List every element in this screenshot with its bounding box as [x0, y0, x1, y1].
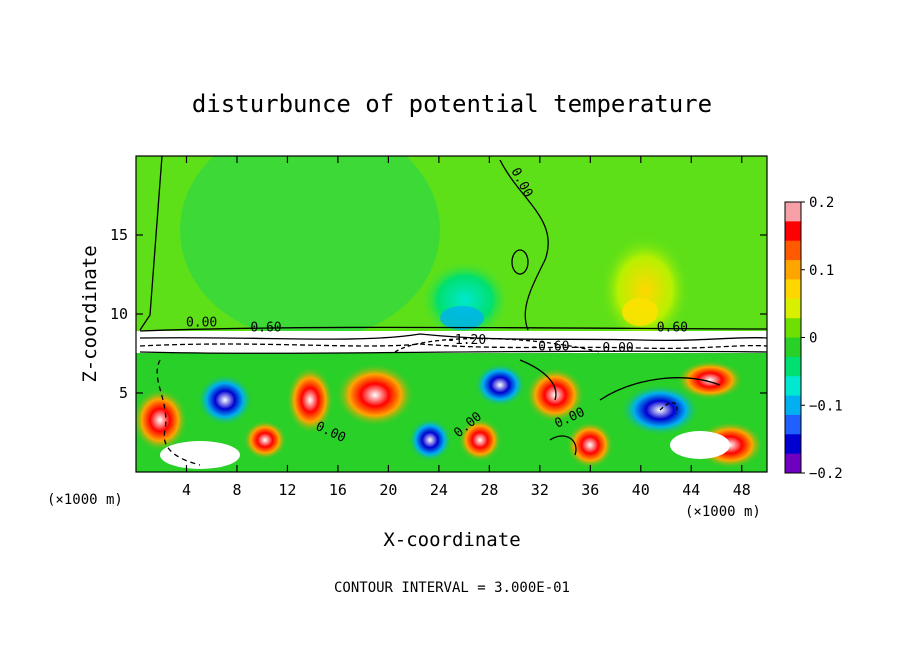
x-tick-label: 44: [682, 481, 700, 499]
contour-label: 0.60: [657, 320, 688, 335]
x-unit-right: (×1000 m): [685, 504, 761, 520]
colorbar-tick-label: 0.1: [809, 263, 834, 279]
contour-label: -0.60: [530, 339, 569, 354]
chart-title: disturbunce of potential temperature: [192, 90, 712, 118]
colorbar: 0.2 0.1 0 −0.1 −0.2: [784, 195, 843, 482]
blob: [525, 367, 585, 423]
inversion-layer: [136, 331, 767, 353]
colorbar-swatch: [785, 240, 801, 261]
y-axis: 5 10 15: [110, 226, 767, 402]
plot-area: [136, 156, 767, 472]
colorbar-swatch: [785, 337, 801, 358]
blob: [243, 420, 287, 460]
blob: [670, 431, 730, 459]
x-tick-label: 40: [632, 481, 650, 499]
warm-anomaly-core: [622, 298, 658, 326]
x-unit-left: (×1000 m): [47, 492, 123, 508]
x-tick-label: 12: [278, 481, 296, 499]
colorbar-swatch: [785, 434, 801, 455]
contour-lines: [139, 156, 767, 466]
colorbar-tick-label: −0.2: [809, 466, 843, 482]
colorbar-swatch: [785, 395, 801, 416]
colorbar-swatch: [785, 221, 801, 242]
colorbar-swatch: [785, 376, 801, 397]
contour-interval: CONTOUR INTERVAL = 3.000E-01: [334, 580, 570, 596]
cyan-anomaly-core: [440, 306, 484, 330]
colorbar-tick-label: 0: [809, 331, 817, 347]
contour-label: 0.60: [250, 320, 281, 335]
contour-label: 0.00: [186, 316, 217, 331]
contour-label: 0.00: [602, 341, 633, 356]
x-tick-label: 24: [430, 481, 448, 499]
colorbar-swatch: [785, 260, 801, 280]
y-tick-label: 15: [110, 226, 128, 244]
x-axis-label: X-coordinate: [383, 529, 520, 551]
x-tick-label: 20: [379, 481, 397, 499]
blob: [136, 388, 188, 452]
blob: [408, 418, 452, 462]
x-tick-label: 36: [581, 481, 599, 499]
x-axis: 4 8 12 16 20 24 28 32 36 40 44 48: [182, 156, 751, 499]
colorbar-swatch: [785, 414, 801, 435]
blob: [335, 363, 415, 427]
blob: [286, 366, 334, 434]
x-tick-label: 32: [531, 481, 549, 499]
blob: [474, 363, 526, 407]
colorbar-swatch: [785, 453, 801, 474]
colorbar-swatch: [785, 356, 801, 377]
blob: [566, 421, 614, 469]
colorbar-swatch: [785, 318, 801, 338]
colorbar-tick-label: 0.2: [809, 195, 834, 211]
x-tick-label: 8: [232, 481, 241, 499]
cool-plume: [180, 156, 440, 340]
y-axis-label: Z-coordinate: [79, 245, 101, 382]
colorbar-swatch: [785, 298, 801, 319]
x-tick-label: 48: [733, 481, 751, 499]
colorbar-swatch: [785, 202, 801, 222]
warm-anomaly: [600, 235, 690, 345]
blob: [458, 418, 502, 462]
blob: [160, 441, 240, 469]
contour-label: -1.20: [447, 333, 486, 348]
colorbar-tick-label: −0.1: [809, 398, 843, 414]
blob: [676, 360, 744, 400]
x-tick-label: 28: [480, 481, 498, 499]
blob: [197, 374, 253, 426]
y-tick-label: 5: [119, 384, 128, 402]
x-tick-label: 4: [182, 481, 191, 499]
y-tick-label: 10: [110, 305, 128, 323]
x-tick-label: 16: [329, 481, 347, 499]
colorbar-swatch: [785, 279, 801, 300]
